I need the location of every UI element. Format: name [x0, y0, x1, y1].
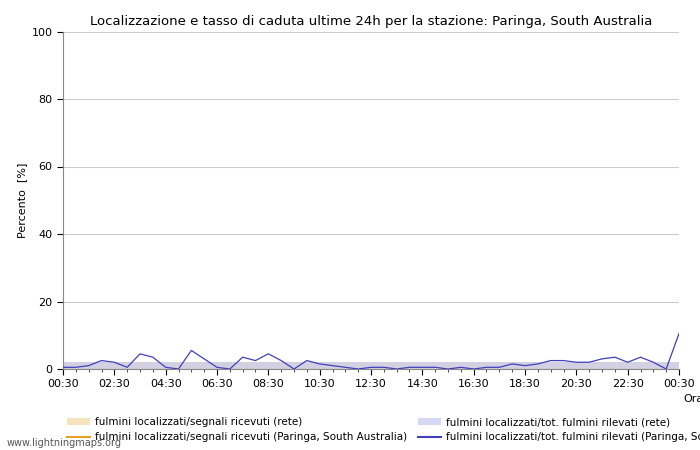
Text: Orario: Orario [683, 394, 700, 404]
Y-axis label: Percento  [%]: Percento [%] [18, 162, 27, 238]
Legend: fulmini localizzati/segnali ricevuti (rete), fulmini localizzati/segnali ricevut: fulmini localizzati/segnali ricevuti (re… [63, 413, 700, 446]
Title: Localizzazione e tasso di caduta ultime 24h per la stazione: Paringa, South Aust: Localizzazione e tasso di caduta ultime … [90, 14, 652, 27]
Text: www.lightningmaps.org: www.lightningmaps.org [7, 438, 122, 448]
